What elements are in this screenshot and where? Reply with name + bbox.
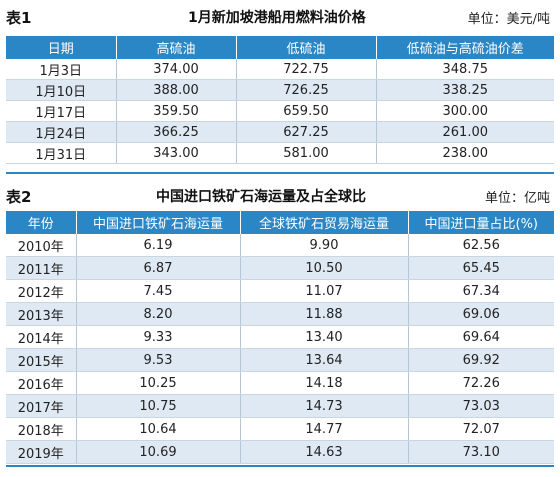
table-cell: 73.10 [408,440,554,464]
table-row: 1月17日 359.50 659.50 300.00 [6,100,554,122]
table-cell: 6.87 [76,256,241,280]
table-row: 2010年 6.19 9.90 62.56 [6,234,554,257]
table-cell: 2014年 [6,325,77,349]
table-cell: 343.00 [116,142,237,164]
table-cell: 726.25 [236,79,377,101]
table-cell: 7.45 [76,279,241,303]
table-row: 2019年 10.69 14.63 73.10 [6,440,554,464]
table-cell: 62.56 [408,234,554,257]
table-row: 1月3日 374.00 722.75 348.75 [6,59,554,80]
table-cell: 1月24日 [6,121,117,143]
table2-title: 中国进口铁矿石海运量及占全球比 [156,189,366,205]
table-cell: 69.92 [408,348,554,372]
table2-label: 表2 [6,187,32,206]
table-cell: 69.64 [408,325,554,349]
table-cell: 6.19 [76,234,241,257]
column-header: 低硫油与高硫油价差 [376,36,554,59]
table-cell: 2015年 [6,348,77,372]
column-header: 中国进口量占比(%) [408,211,554,234]
table-cell: 261.00 [376,121,554,143]
column-header: 低硫油 [236,36,377,59]
table-cell: 338.25 [376,79,554,101]
table-row: 2017年 10.75 14.73 73.03 [6,394,554,418]
table-cell: 10.69 [76,440,241,464]
table-cell: 10.50 [240,256,409,280]
table2-header-row: 年份 中国进口铁矿石海运量 全球铁矿石贸易海运量 中国进口量占比(%) [6,211,554,234]
table-cell: 2019年 [6,440,77,464]
table-cell: 2018年 [6,417,77,441]
table-cell: 11.88 [240,302,409,326]
table-cell: 366.25 [116,121,237,143]
table-cell: 659.50 [236,100,377,122]
table-cell: 14.18 [240,371,409,395]
table-cell: 238.00 [376,142,554,164]
table-cell: 300.00 [376,100,554,122]
table1-unit: 单位：美元/吨 [467,11,550,27]
table-cell: 1月10日 [6,79,117,101]
table-row: 2016年 10.25 14.18 72.26 [6,371,554,395]
table-cell: 14.73 [240,394,409,418]
table-cell: 2017年 [6,394,77,418]
table1-header-row: 日期 高硫油 低硫油 低硫油与高硫油价差 [6,36,554,59]
table-row: 2018年 10.64 14.77 72.07 [6,417,554,441]
table-cell: 1月31日 [6,142,117,164]
table-cell: 72.07 [408,417,554,441]
table-row: 1月10日 388.00 726.25 338.25 [6,79,554,101]
table-cell: 627.25 [236,121,377,143]
table1-bottom-rule [6,172,554,174]
column-header: 中国进口铁矿石海运量 [76,211,241,234]
table-row: 2015年 9.53 13.64 69.92 [6,348,554,372]
table-cell: 359.50 [116,100,237,122]
column-header: 全球铁矿石贸易海运量 [240,211,409,234]
table-cell: 722.75 [236,59,377,80]
table-cell: 14.63 [240,440,409,464]
table-cell: 2013年 [6,302,77,326]
table-cell: 10.25 [76,371,241,395]
table-cell: 9.53 [76,348,241,372]
table-row: 2014年 9.33 13.40 69.64 [6,325,554,349]
table-cell: 13.40 [240,325,409,349]
column-header: 年份 [6,211,77,234]
table-cell: 10.75 [76,394,241,418]
fuel-oil-price-table: 日期 高硫油 低硫油 低硫油与高硫油价差 1月3日 374.00 722.75 348.75… [6,36,554,164]
table-cell: 8.20 [76,302,241,326]
table1-title: 1月新加坡港船用燃料油价格 [188,10,366,26]
table-cell: 10.64 [76,417,241,441]
table-cell: 72.26 [408,371,554,395]
table-row: 2012年 7.45 11.07 67.34 [6,279,554,303]
table-cell: 11.07 [240,279,409,303]
table-cell: 2011年 [6,256,77,280]
column-header: 日期 [6,36,117,59]
table-row: 2011年 6.87 10.50 65.45 [6,256,554,280]
table-row: 1月31日 343.00 581.00 238.00 [6,142,554,164]
table-cell: 67.34 [408,279,554,303]
table-cell: 388.00 [116,79,237,101]
table-cell: 581.00 [236,142,377,164]
table1-title-row: 表1 1月新加坡港船用燃料油价格 单位：美元/吨 [0,5,560,29]
table-cell: 2010年 [6,234,77,257]
table2-bottom-rule [6,465,554,467]
table-cell: 1月3日 [6,59,117,80]
table-cell: 374.00 [116,59,237,80]
table-cell: 1月17日 [6,100,117,122]
table-cell: 2012年 [6,279,77,303]
table2-title-row: 表2 中国进口铁矿石海运量及占全球比 单位：亿吨 [0,184,560,208]
table-cell: 73.03 [408,394,554,418]
table2-unit: 单位：亿吨 [484,190,550,206]
table-cell: 2016年 [6,371,77,395]
table-cell: 9.90 [240,234,409,257]
table-cell: 9.33 [76,325,241,349]
table-row: 1月24日 366.25 627.25 261.00 [6,121,554,143]
table-row: 2013年 8.20 11.88 69.06 [6,302,554,326]
table-cell: 14.77 [240,417,409,441]
table-cell: 348.75 [376,59,554,80]
table1-label: 表1 [6,8,32,27]
table-cell: 13.64 [240,348,409,372]
column-header: 高硫油 [116,36,237,59]
iron-ore-shipping-table: 年份 中国进口铁矿石海运量 全球铁矿石贸易海运量 中国进口量占比(%) 2010年 6.… [6,211,554,464]
table-cell: 69.06 [408,302,554,326]
table-cell: 65.45 [408,256,554,280]
